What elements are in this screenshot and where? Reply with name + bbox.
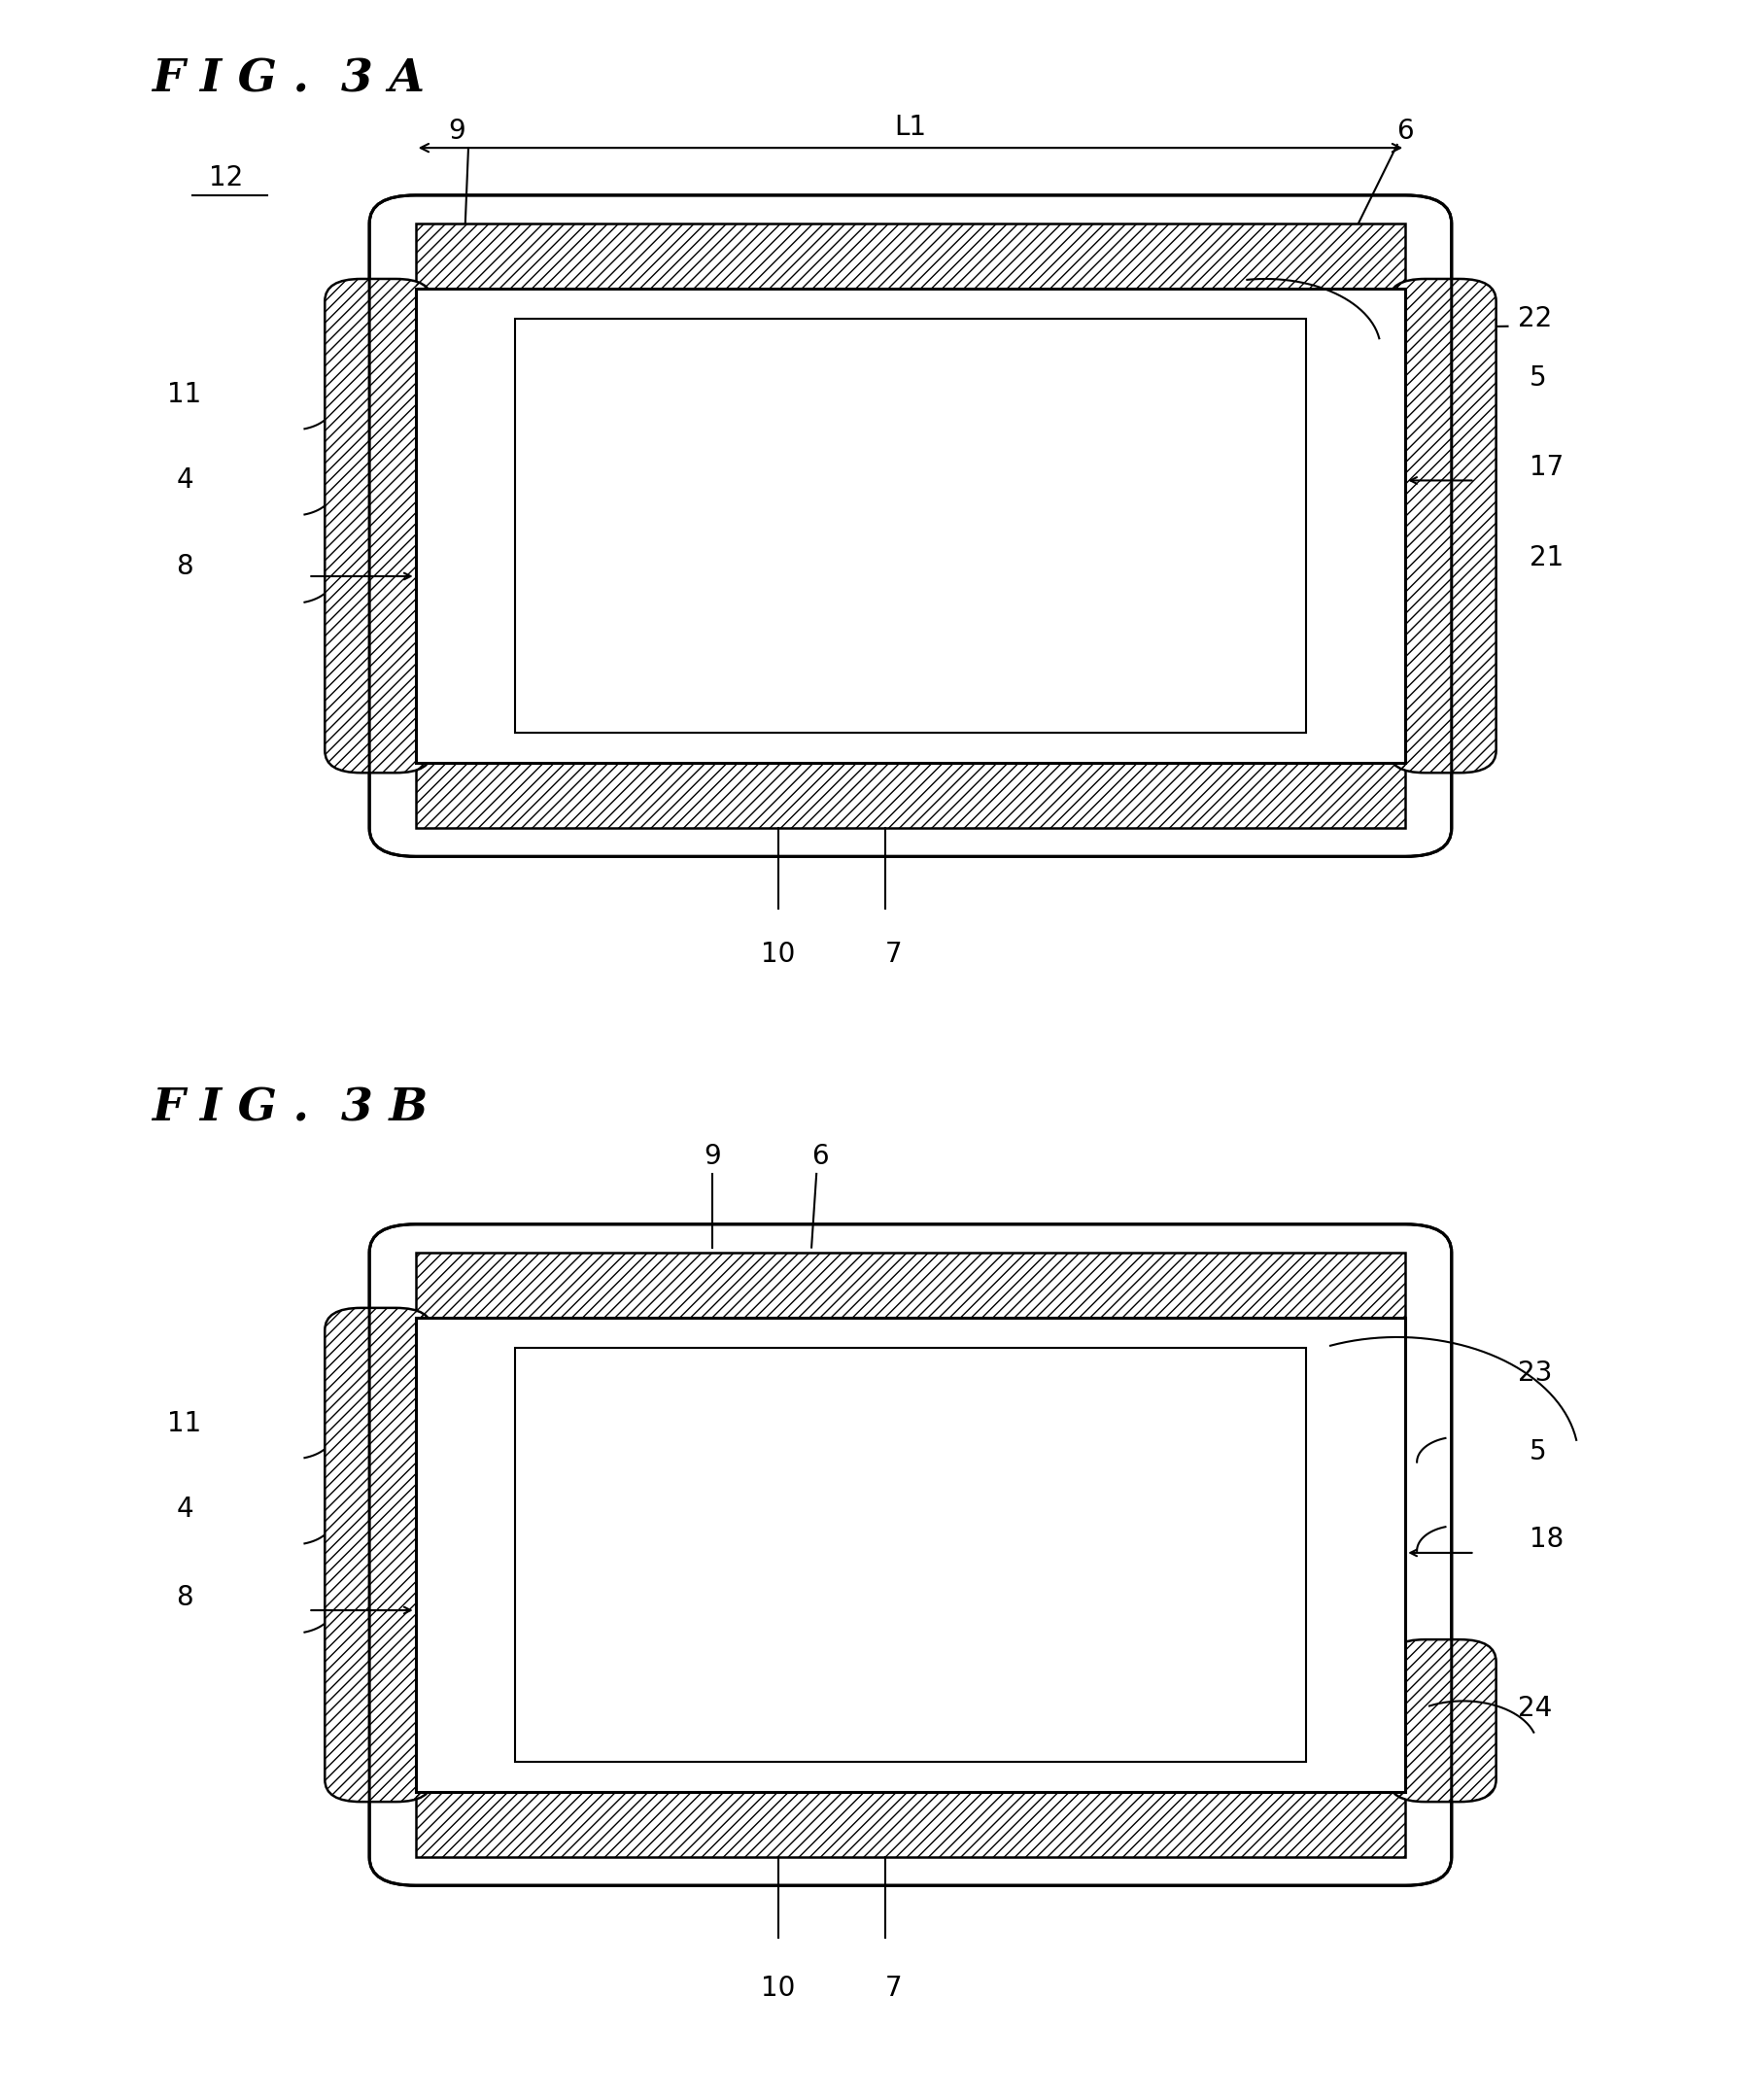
FancyBboxPatch shape — [368, 1224, 1451, 1886]
Text: 11: 11 — [167, 1411, 202, 1436]
Text: 11: 11 — [167, 382, 202, 407]
FancyBboxPatch shape — [324, 1308, 431, 1802]
FancyBboxPatch shape — [1387, 1640, 1494, 1802]
Text: 21: 21 — [1528, 544, 1563, 571]
Text: 9: 9 — [703, 1142, 721, 1170]
Bar — [416, 1791, 1405, 1856]
Bar — [416, 290, 1405, 762]
Text: F I G .  3 B: F I G . 3 B — [151, 1086, 428, 1130]
Bar — [416, 223, 1405, 290]
Text: 6: 6 — [810, 1142, 828, 1170]
Bar — [514, 1348, 1305, 1762]
Text: 5: 5 — [1528, 1438, 1545, 1466]
Text: 7: 7 — [886, 1974, 902, 2001]
Text: 12: 12 — [209, 164, 242, 191]
Text: L1: L1 — [895, 113, 926, 141]
Text: 22: 22 — [1517, 307, 1551, 332]
Text: 18: 18 — [1528, 1527, 1563, 1554]
FancyBboxPatch shape — [324, 279, 431, 773]
Bar — [416, 762, 1405, 827]
Bar — [416, 1319, 1405, 1791]
Text: 4: 4 — [175, 1495, 193, 1522]
Bar — [416, 1252, 1405, 1319]
Text: 4: 4 — [175, 466, 193, 493]
Text: 23: 23 — [1517, 1361, 1551, 1386]
Text: 6: 6 — [1396, 118, 1414, 145]
Bar — [514, 319, 1305, 733]
Text: F I G .  3 A: F I G . 3 A — [151, 57, 424, 101]
Text: 17: 17 — [1528, 454, 1563, 481]
Text: 8: 8 — [175, 1583, 193, 1611]
Text: 5: 5 — [1528, 363, 1545, 391]
Bar — [416, 1252, 1405, 1319]
Text: 8: 8 — [175, 552, 193, 580]
Bar — [416, 223, 1405, 290]
Text: 7: 7 — [886, 941, 902, 968]
FancyBboxPatch shape — [1387, 279, 1494, 773]
Bar — [416, 762, 1405, 827]
FancyBboxPatch shape — [368, 195, 1451, 857]
Text: 10: 10 — [761, 1974, 795, 2001]
Bar — [416, 1791, 1405, 1856]
Text: 10: 10 — [761, 941, 795, 968]
Text: 24: 24 — [1517, 1695, 1551, 1722]
Text: 9: 9 — [447, 118, 465, 145]
